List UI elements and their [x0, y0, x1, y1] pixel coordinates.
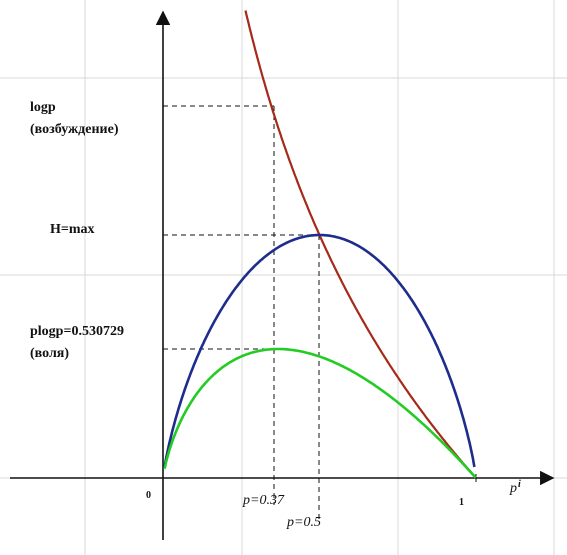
label-origin: 0 [146, 490, 151, 501]
guide-lines [163, 105, 320, 520]
label-hmax: H=max [50, 222, 95, 237]
series-plogp-curve [163, 347, 477, 479]
x-axis-label: pi [509, 479, 521, 496]
label-one: 1 [459, 497, 464, 508]
label-p05: p=0.5 [286, 515, 321, 530]
series-logp-curve [244, 10, 476, 477]
label-logp-sub: (возбуждение) [30, 122, 119, 137]
label-plogp-sub: (воля) [30, 346, 69, 361]
label-p037: p=0.37 [242, 493, 285, 508]
label-logp: logp [30, 100, 56, 115]
label-plogp: plogp=0.530729 [30, 324, 124, 339]
series-entropy-curve [163, 233, 476, 468]
